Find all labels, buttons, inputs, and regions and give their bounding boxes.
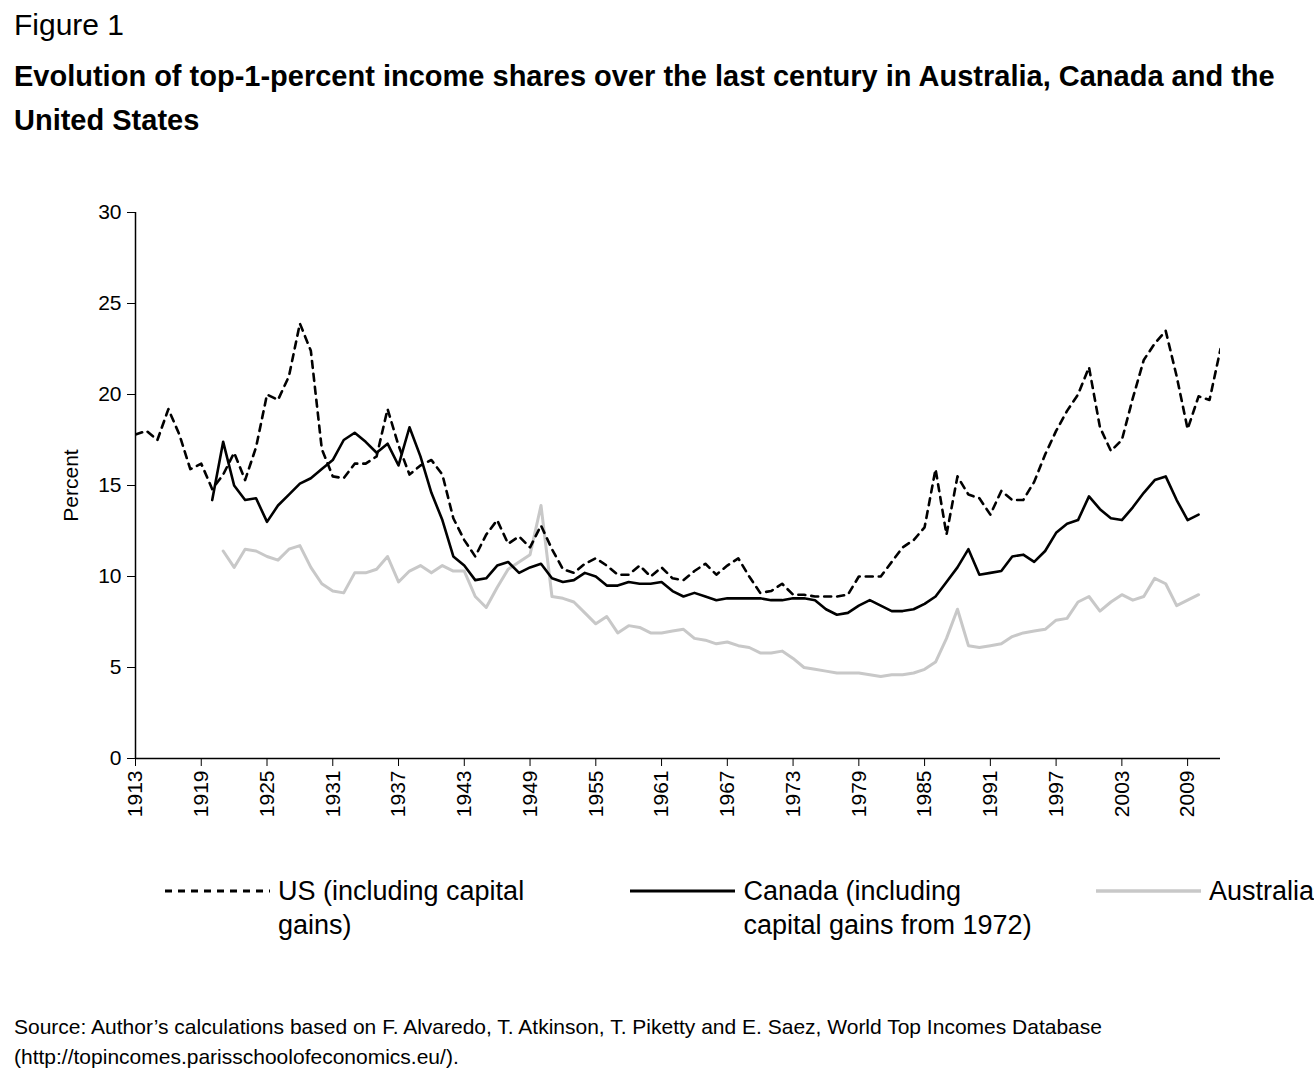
svg-text:Percent: Percent [59, 449, 82, 522]
svg-text:1949: 1949 [518, 771, 541, 818]
svg-text:0: 0 [110, 746, 122, 769]
svg-text:1985: 1985 [912, 771, 935, 818]
svg-text:1979: 1979 [847, 771, 870, 818]
svg-text:25: 25 [98, 291, 121, 314]
svg-text:2009: 2009 [1175, 771, 1198, 818]
html-text:Source: Author’s calculations: Source: Author’s calculations based on F… [14, 1015, 1102, 1068]
svg-text:1931: 1931 [320, 771, 343, 818]
html-text:Australia: Australia [1208, 876, 1314, 906]
svg-text:1961: 1961 [649, 771, 672, 818]
svg-text:1955: 1955 [584, 771, 607, 818]
html-text:Canada (including capital gain: Canada (including capital gains from 197… [743, 876, 1032, 940]
svg-text:5: 5 [110, 655, 122, 678]
html-text:Figure 1: Figure 1 [14, 8, 125, 41]
svg-text:2003: 2003 [1110, 771, 1133, 818]
svg-text:1997: 1997 [1044, 771, 1067, 818]
svg-text:30: 30 [98, 200, 121, 223]
svg-text:1991: 1991 [978, 771, 1001, 818]
svg-text:10: 10 [98, 564, 121, 587]
svg-text:1937: 1937 [386, 771, 409, 818]
html-text:US (including capital gains): US (including capital gains) [278, 876, 525, 940]
svg-text:15: 15 [98, 473, 121, 496]
svg-text:1913: 1913 [123, 771, 146, 818]
svg-text:1925: 1925 [255, 771, 278, 818]
svg-text:20: 20 [98, 382, 121, 405]
html-text:Evolution of top-1-percent inc: Evolution of top-1-percent income shares… [14, 60, 1275, 136]
svg-text:1919: 1919 [189, 771, 212, 818]
svg-text:1967: 1967 [715, 771, 738, 818]
svg-text:1973: 1973 [781, 771, 804, 818]
svg-text:1943: 1943 [452, 771, 475, 818]
